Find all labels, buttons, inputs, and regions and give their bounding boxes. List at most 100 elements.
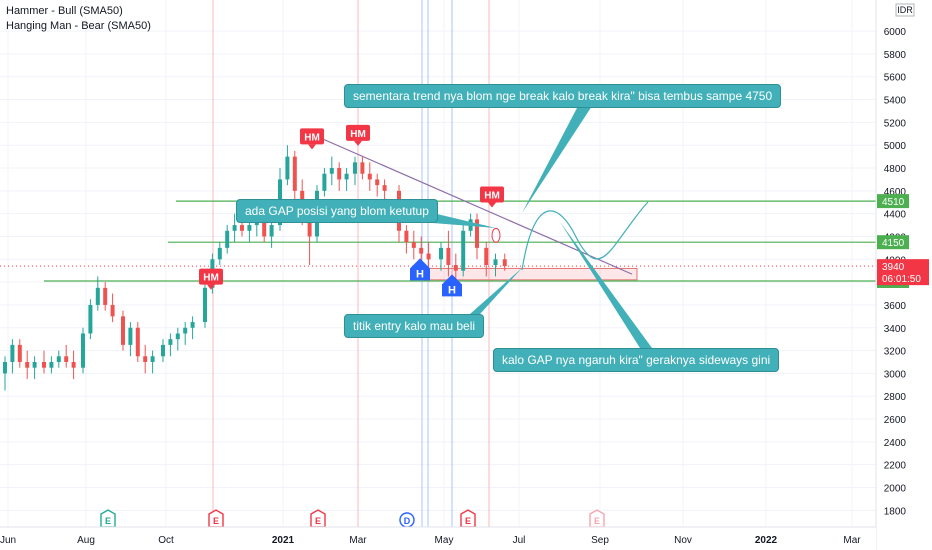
time-tick-label: 2021 (272, 535, 295, 546)
price-tick-label: 2000 (884, 484, 907, 495)
event-badge[interactable]: E (460, 509, 476, 528)
annotation-gap[interactable]: ada GAP posisi yang blom ketutup (236, 199, 438, 223)
candle-body (269, 225, 274, 237)
candle-body (110, 304, 115, 317)
currency-badge (895, 3, 915, 17)
price-tick-label: 5800 (884, 50, 907, 61)
legend-hanging-man[interactable]: Hanging Man - Bear (SMA50) (6, 20, 151, 32)
price-tick-label: 2600 (884, 415, 907, 426)
last-price-tag (877, 259, 929, 286)
svg-text:D: D (404, 516, 411, 526)
candle-body (292, 156, 297, 191)
event-badge[interactable]: E (589, 509, 605, 528)
price-tick-label: 5400 (884, 96, 907, 107)
price-tick-label: 6000 (884, 27, 907, 38)
svg-text:E: E (315, 516, 321, 526)
candle-body (150, 356, 155, 362)
price-tick-label: 4400 (884, 210, 907, 221)
candle-body (453, 265, 458, 271)
annotation-trend[interactable]: sementara trend nya blom nge break kalo … (344, 84, 782, 108)
pattern-marker-hanging-man[interactable]: HM (199, 268, 223, 290)
legend-hammer[interactable]: Hammer - Bull (SMA50) (6, 5, 123, 17)
candle-body (64, 356, 69, 362)
candle-body (262, 219, 267, 237)
candle-body (42, 361, 46, 368)
candle-body (411, 242, 416, 248)
candle-body (56, 356, 61, 362)
candle-body (367, 173, 372, 180)
pattern-marker-hanging-man[interactable]: HM (346, 124, 370, 146)
candle-body (353, 162, 357, 174)
pattern-marker-hanging-man[interactable]: HM (300, 128, 324, 150)
price-tick-label: 4800 (884, 164, 907, 175)
price-tick-label: 4600 (884, 187, 907, 198)
svg-text:HM: HM (350, 129, 366, 140)
annotation-entry[interactable]: titik entry kalo mau beli (344, 314, 485, 338)
candle-body (461, 230, 466, 271)
candle-body (175, 333, 180, 340)
pointer-sideways (560, 222, 652, 348)
candle-body (49, 361, 54, 368)
candle-body (225, 230, 230, 248)
time-tick-label: Sep (591, 535, 609, 546)
candle-body (247, 225, 252, 231)
candle-body (161, 344, 165, 357)
candle-body (121, 316, 125, 345)
candle-body (446, 247, 451, 266)
event-badge[interactable]: D (399, 512, 415, 528)
candle-body (217, 247, 222, 260)
event-badge[interactable]: E (208, 509, 224, 528)
annotation-sideways[interactable]: kalo GAP nya ngaruh kira" geraknya sidew… (493, 348, 780, 372)
candle-body (360, 162, 365, 174)
time-tick-label: Jun (0, 535, 16, 546)
price-tick-label: 3600 (884, 301, 907, 312)
price-tick-label: 5600 (884, 73, 907, 84)
candle-body (329, 168, 334, 174)
price-tick-label: 2200 (884, 461, 907, 472)
svg-text:E: E (465, 516, 471, 526)
gap-circle (491, 227, 501, 243)
time-tick-label: Mar (843, 535, 861, 546)
candle-body (240, 225, 244, 231)
time-tick-label: Mar (349, 535, 367, 546)
last-price-label: 3940 (882, 262, 905, 273)
price-tick-label: 1800 (884, 506, 907, 517)
svg-text:H: H (416, 268, 424, 280)
svg-text:H: H (448, 284, 456, 296)
pattern-marker-hanging-man[interactable]: HM (480, 186, 504, 208)
price-tick-label: 3200 (884, 347, 907, 358)
candle-body (426, 253, 431, 260)
candle-body (307, 213, 312, 237)
candle-body (484, 247, 489, 266)
candle-body (3, 361, 7, 374)
candle-body (168, 339, 173, 345)
candle-body (337, 168, 342, 180)
countdown-label: 06:01:50 (882, 274, 921, 285)
event-badge[interactable]: E (100, 509, 116, 528)
candle-body (32, 361, 37, 368)
candle-body (183, 327, 188, 334)
svg-text:E: E (105, 516, 111, 526)
candle-body (475, 219, 479, 248)
svg-text:HM: HM (304, 132, 320, 143)
event-badge[interactable]: E (310, 509, 326, 528)
price-tick-label: 3000 (884, 369, 907, 380)
candle-body (25, 361, 30, 368)
candle-body (203, 287, 207, 323)
svg-text:E: E (594, 516, 600, 526)
candle-body (404, 230, 409, 243)
pattern-marker-hammer[interactable]: H (410, 258, 430, 281)
pattern-marker-hammer[interactable]: H (442, 274, 462, 297)
svg-text:E: E (213, 516, 219, 526)
candle-body (419, 247, 424, 254)
projection-curve (521, 201, 649, 271)
indicator-legend: Hammer - Bull (SMA50) Hanging Man - Bear… (6, 4, 151, 34)
candle-body (81, 333, 85, 368)
pointer-gap (420, 210, 496, 228)
level-price-label: 4510 (882, 197, 905, 208)
candle-body (143, 356, 148, 362)
currency-label: IDR (897, 5, 913, 15)
price-tick-label: 2800 (884, 392, 907, 403)
candle-body (502, 259, 507, 267)
